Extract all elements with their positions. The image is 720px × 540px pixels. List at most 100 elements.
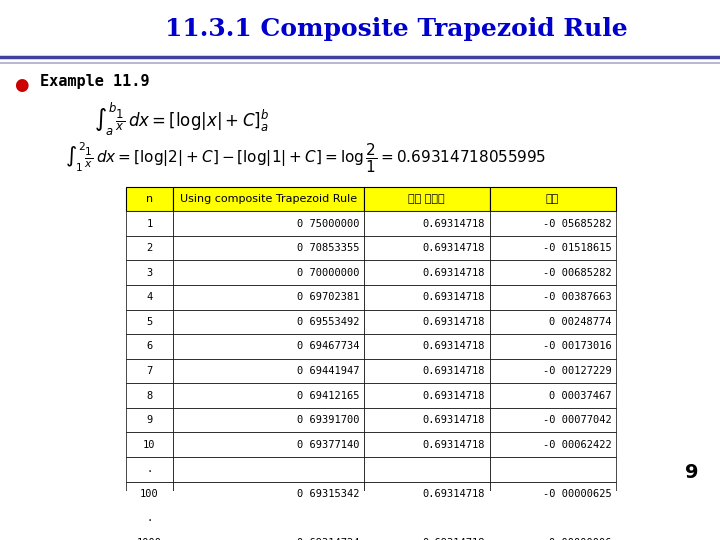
Bar	[173, 211, 364, 236]
Bar	[126, 457, 173, 482]
Bar	[490, 408, 616, 433]
Bar	[126, 531, 173, 540]
Text: 0.69314718: 0.69314718	[423, 243, 485, 253]
Text: 0.69314718: 0.69314718	[423, 317, 485, 327]
Bar	[490, 236, 616, 260]
Text: 0 69391700: 0 69391700	[297, 415, 359, 425]
Bar	[126, 383, 173, 408]
Text: Example 11.9: Example 11.9	[40, 73, 149, 89]
Bar	[364, 482, 490, 506]
Text: 0.69314718: 0.69314718	[423, 440, 485, 450]
Bar	[364, 334, 490, 359]
Text: 9: 9	[146, 415, 153, 425]
Bar	[364, 531, 490, 540]
Bar	[173, 408, 364, 433]
Text: 0.69314718: 0.69314718	[423, 489, 485, 499]
Bar	[173, 260, 364, 285]
Text: 0.69314718: 0.69314718	[423, 366, 485, 376]
Text: 0.69314718: 0.69314718	[423, 341, 485, 352]
Bar	[173, 482, 364, 506]
Text: 0 70853355: 0 70853355	[297, 243, 359, 253]
Text: 1000: 1000	[137, 538, 162, 540]
Bar	[490, 433, 616, 457]
Text: -0 00077042: -0 00077042	[543, 415, 611, 425]
Bar	[173, 531, 364, 540]
Bar	[126, 408, 173, 433]
Text: 5: 5	[146, 317, 153, 327]
Bar	[490, 260, 616, 285]
Text: 6: 6	[146, 341, 153, 352]
Text: 0 70000000: 0 70000000	[297, 268, 359, 278]
Text: 0.69314718: 0.69314718	[423, 390, 485, 401]
Text: 0 69553492: 0 69553492	[297, 317, 359, 327]
Bar	[173, 309, 364, 334]
Text: 2: 2	[146, 243, 153, 253]
Text: 0.69314718: 0.69314718	[423, 538, 485, 540]
Text: -0 00685282: -0 00685282	[543, 268, 611, 278]
Text: -0 00000625: -0 00000625	[543, 489, 611, 499]
Bar	[126, 482, 173, 506]
Text: 0 69702381: 0 69702381	[297, 292, 359, 302]
Text: 0.69314718: 0.69314718	[423, 415, 485, 425]
Text: 0.69314718: 0.69314718	[423, 219, 485, 228]
Text: -0 00127229: -0 00127229	[543, 366, 611, 376]
Text: .: .	[146, 514, 153, 523]
Bar	[126, 211, 173, 236]
Text: $\int_{1}^{2} \frac{1}{x}\,dx = [\log|2|+C]-[\log|1|+C] = \log\dfrac{2}{1} = 0.6: $\int_{1}^{2} \frac{1}{x}\,dx = [\log|2|…	[65, 140, 546, 175]
Text: 0 69315342: 0 69315342	[297, 489, 359, 499]
Text: 9: 9	[685, 463, 698, 482]
Bar	[490, 211, 616, 236]
Bar	[490, 309, 616, 334]
Bar	[173, 187, 364, 211]
Text: 0.69314718: 0.69314718	[423, 268, 485, 278]
Text: n: n	[146, 194, 153, 204]
Text: 0 69377140: 0 69377140	[297, 440, 359, 450]
Text: 7: 7	[146, 366, 153, 376]
Text: 1: 1	[146, 219, 153, 228]
Bar	[490, 285, 616, 309]
Bar	[364, 408, 490, 433]
Bar	[364, 457, 490, 482]
Text: 차이: 차이	[546, 194, 559, 204]
Bar	[490, 457, 616, 482]
Bar	[126, 285, 173, 309]
Text: 3: 3	[146, 268, 153, 278]
Bar	[364, 236, 490, 260]
Bar	[364, 187, 490, 211]
Bar	[126, 260, 173, 285]
Text: 10: 10	[143, 440, 156, 450]
Text: 0.69314718: 0.69314718	[423, 292, 485, 302]
Bar	[364, 506, 490, 531]
Bar	[173, 457, 364, 482]
Bar	[490, 187, 616, 211]
Bar	[490, 506, 616, 531]
Bar	[490, 531, 616, 540]
Bar	[490, 383, 616, 408]
Text: 8: 8	[146, 390, 153, 401]
Bar	[364, 359, 490, 383]
Bar	[126, 187, 173, 211]
Text: .: .	[146, 464, 153, 474]
Bar	[126, 236, 173, 260]
Bar	[126, 334, 173, 359]
Text: 0 69412165: 0 69412165	[297, 390, 359, 401]
Text: 0 00000006: 0 00000006	[549, 538, 611, 540]
Text: -0 00062422: -0 00062422	[543, 440, 611, 450]
Text: ●: ●	[14, 76, 29, 94]
Text: -0 00387663: -0 00387663	[543, 292, 611, 302]
Text: 11.3.1 Composite Trapezoid Rule: 11.3.1 Composite Trapezoid Rule	[165, 17, 627, 41]
Text: 0 69441947: 0 69441947	[297, 366, 359, 376]
Text: 0 00248774: 0 00248774	[549, 317, 611, 327]
Bar	[364, 433, 490, 457]
Bar	[364, 285, 490, 309]
Bar	[173, 285, 364, 309]
Text: $\int_{a}^{b} \frac{1}{x}\,dx = [\log|x|+C]_{a}^{b}$: $\int_{a}^{b} \frac{1}{x}\,dx = [\log|x|…	[94, 101, 269, 138]
Text: 0 00037467: 0 00037467	[549, 390, 611, 401]
Bar	[364, 383, 490, 408]
Text: 100: 100	[140, 489, 159, 499]
Bar	[490, 359, 616, 383]
Text: 0 69314724: 0 69314724	[297, 538, 359, 540]
Text: 0 75000000: 0 75000000	[297, 219, 359, 228]
Bar	[173, 236, 364, 260]
Text: -0 01518615: -0 01518615	[543, 243, 611, 253]
